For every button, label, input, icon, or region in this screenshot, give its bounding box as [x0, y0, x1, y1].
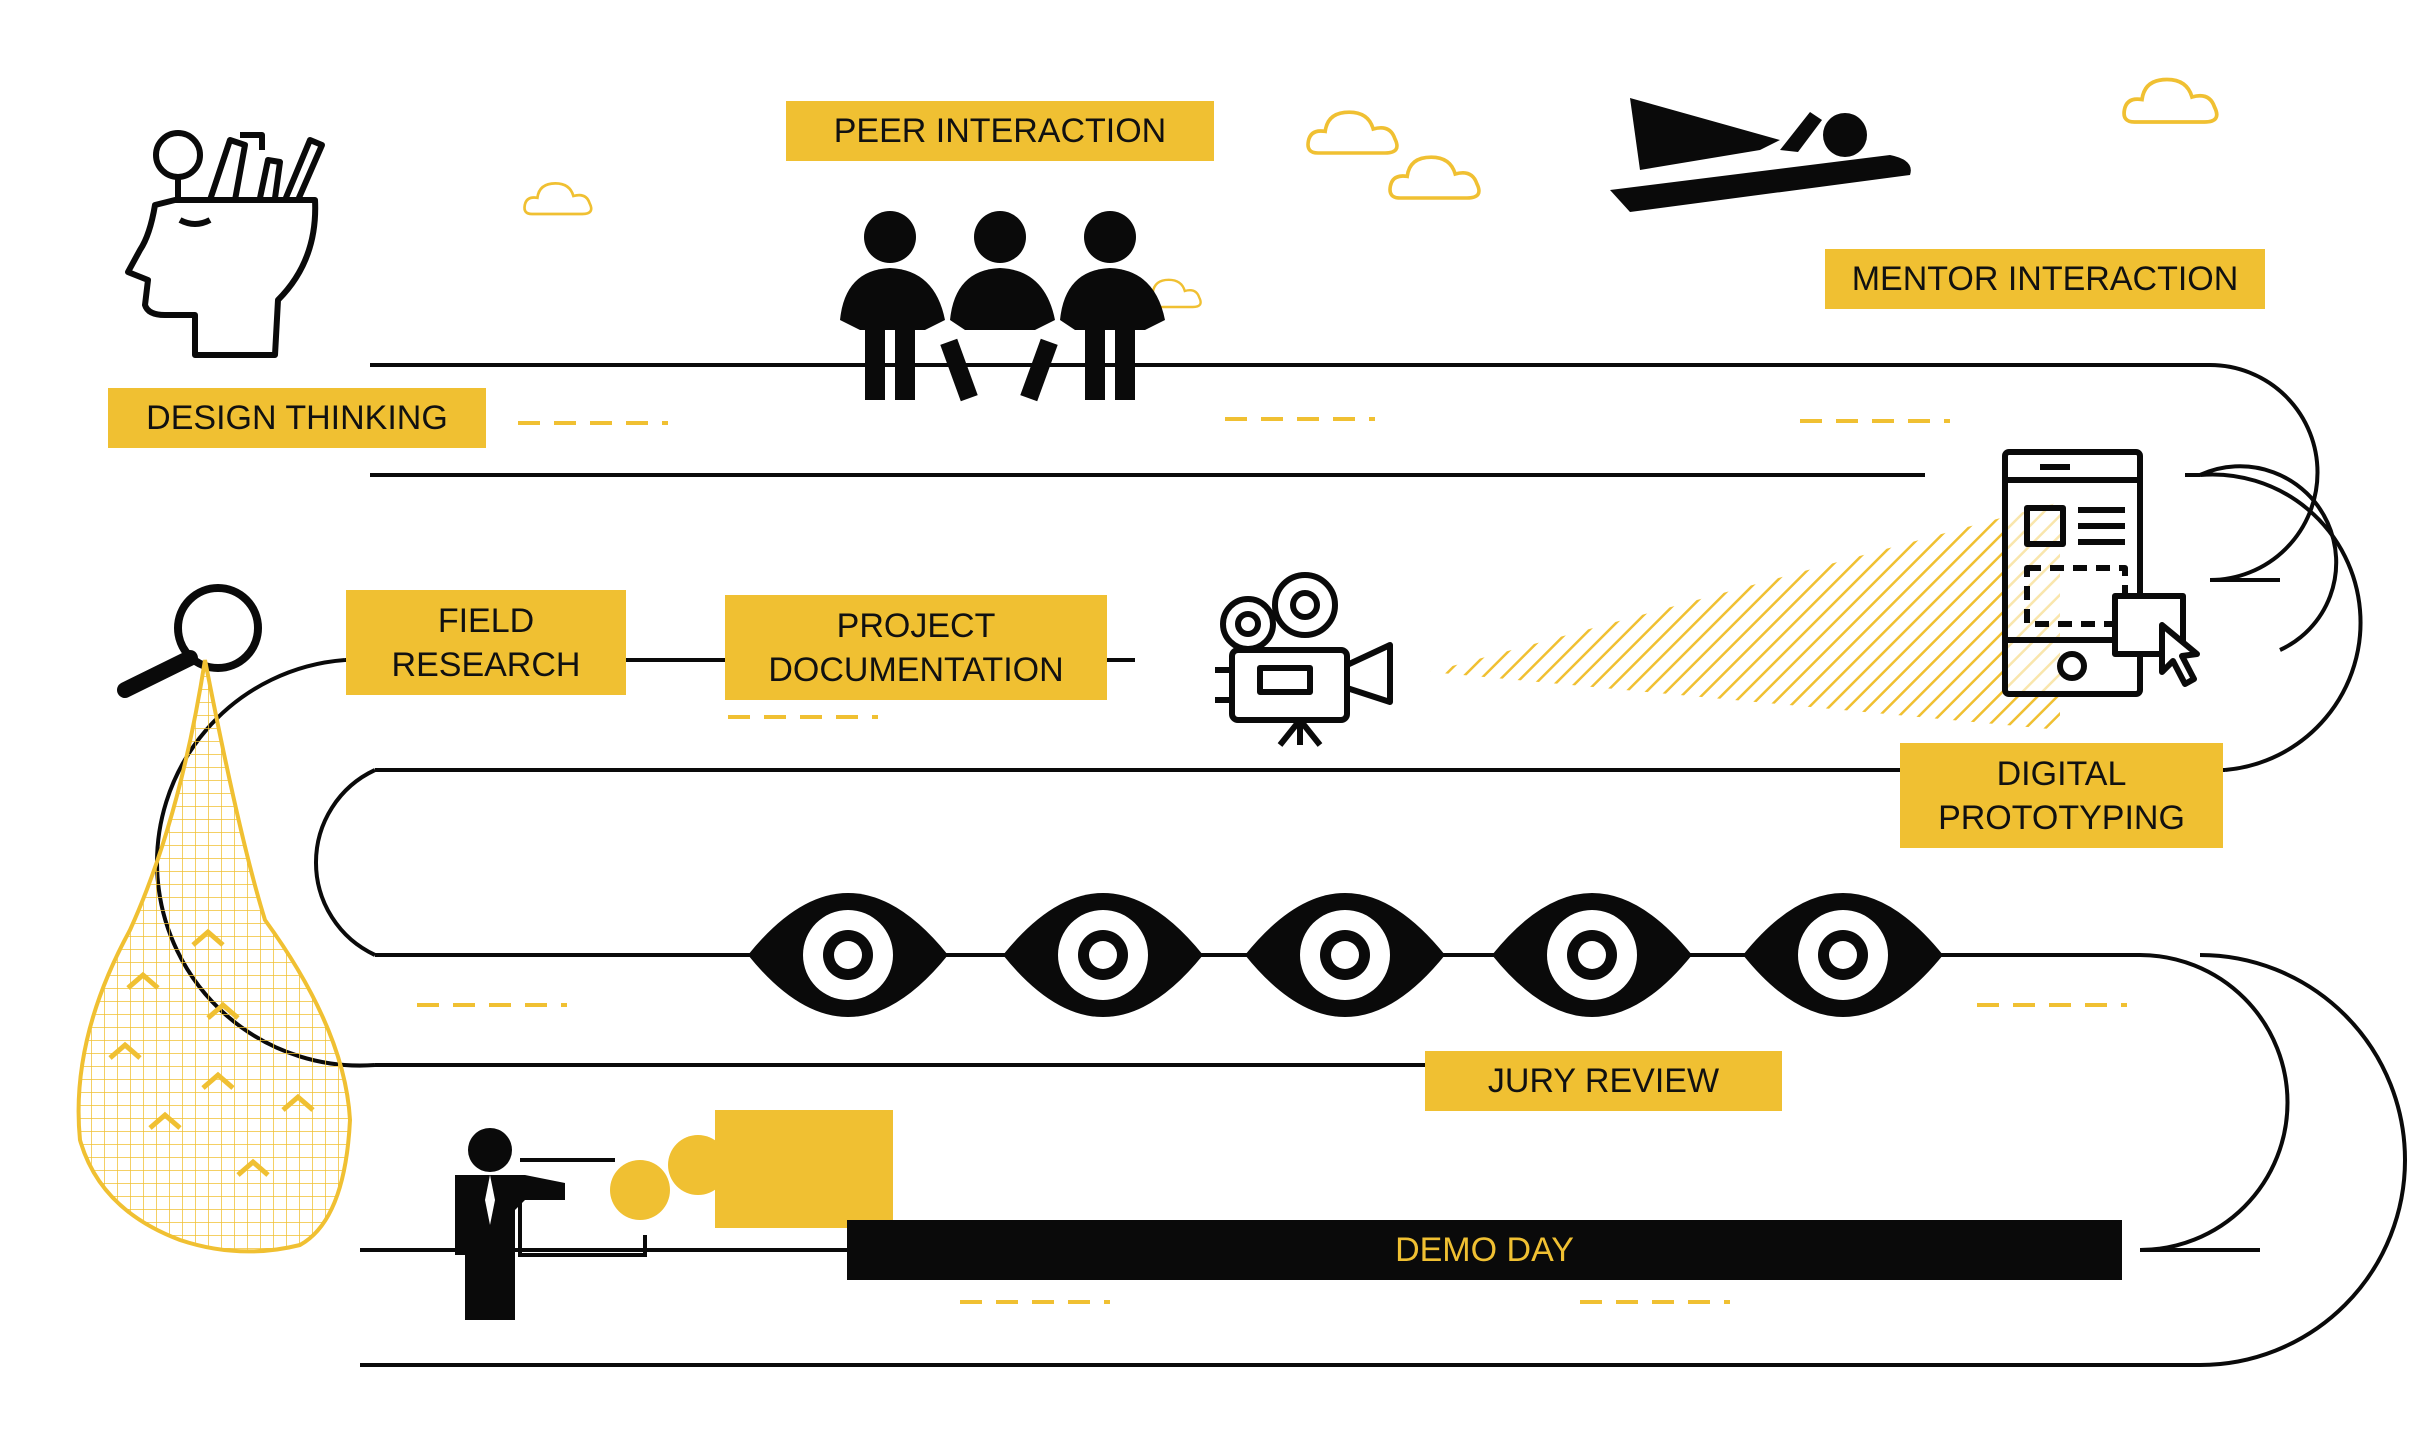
presenter-icon: [455, 1110, 893, 1320]
three-people-sitting-icon: [840, 211, 1165, 402]
label-design-thinking: DESIGN THINKING: [108, 388, 486, 448]
head-with-tools-icon: [125, 130, 325, 358]
label-digital-prototyping: DIGITAL PROTOTYPING: [1900, 743, 2223, 848]
movie-camera-icon: [1215, 572, 1393, 747]
projection-beam: [1430, 502, 2060, 730]
label-field-research: FIELD RESEARCH: [346, 590, 626, 695]
label-mentor-interaction: MENTOR INTERACTION: [1825, 249, 2265, 309]
label-demo-day: DEMO DAY: [847, 1220, 2122, 1280]
label-peer-interaction: PEER INTERACTION: [786, 101, 1214, 161]
person-flying-icon: [1610, 98, 1911, 212]
mobile-prototype-icon: [2002, 449, 2200, 697]
label-project-documentation: PROJECT DOCUMENTATION: [725, 595, 1107, 700]
label-jury-review: JURY REVIEW: [1425, 1051, 1782, 1111]
magnifier-icon: [117, 584, 262, 698]
eye-icon: [748, 893, 1943, 1017]
dash-marks: [417, 417, 2127, 1304]
map-icon: [76, 659, 353, 1254]
